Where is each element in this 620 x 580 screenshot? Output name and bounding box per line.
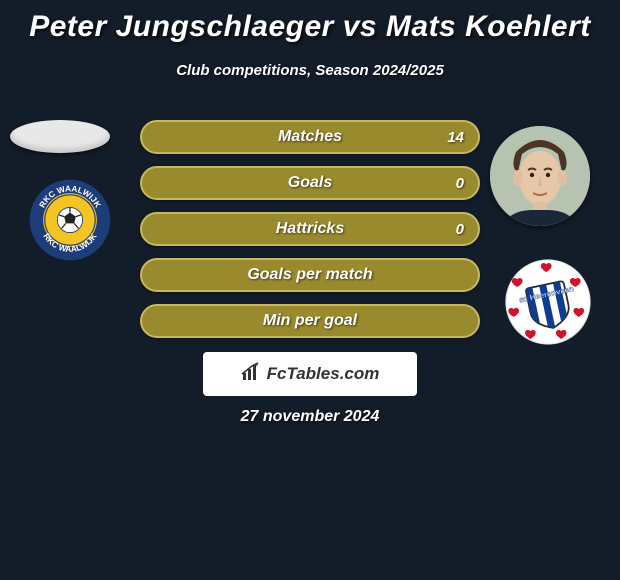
stat-label: Matches (142, 122, 478, 152)
stat-label: Goals (142, 168, 478, 198)
stat-right-value: 0 (456, 214, 464, 244)
stat-label: Goals per match (142, 260, 478, 290)
date-text: 27 november 2024 (0, 408, 620, 426)
page-title: Peter Jungschlaeger vs Mats Koehlert (0, 0, 620, 44)
stats-container: Matches 14 Goals 0 Hattricks 0 Goals per… (0, 120, 620, 350)
stat-row-goals-per-match: Goals per match (140, 258, 480, 292)
stat-row-hattricks: Hattricks 0 (140, 212, 480, 246)
stat-row-matches: Matches 14 (140, 120, 480, 154)
stat-right-value: 0 (456, 168, 464, 198)
stat-row-min-per-goal: Min per goal (140, 304, 480, 338)
stat-row-goals: Goals 0 (140, 166, 480, 200)
stat-label: Min per goal (142, 306, 478, 336)
stat-label: Hattricks (142, 214, 478, 244)
footer-brand-text: FcTables.com (267, 364, 380, 384)
footer-brand: FcTables.com (203, 352, 417, 396)
stat-right-value: 14 (447, 122, 464, 152)
chart-icon (241, 362, 263, 387)
subtitle: Club competitions, Season 2024/2025 (0, 62, 620, 79)
